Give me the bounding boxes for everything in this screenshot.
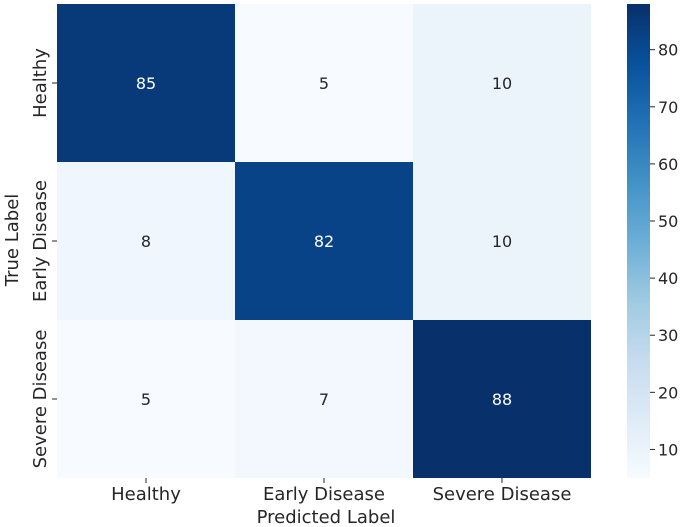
- heatmap-cell-r0-c0: [57, 4, 235, 162]
- cell-value-r1-c0: 8: [141, 232, 151, 251]
- x-tick-label: Severe Disease: [433, 484, 572, 505]
- x-axis: Healthy Early Disease Severe Disease: [111, 478, 571, 505]
- colorbar-tick-label: 80: [658, 41, 678, 60]
- x-axis-label: Predicted Label: [257, 507, 396, 527]
- heatmap-cell-r2-c1: [235, 320, 413, 478]
- cell-value-r0-c0: 85: [136, 74, 156, 93]
- cell-value-r2-c1: 7: [319, 390, 329, 409]
- colorbar-tick-label: 40: [658, 269, 678, 288]
- y-axis-label: True Label: [2, 194, 23, 288]
- colorbar-tick-label: 30: [658, 326, 678, 345]
- cell-value-labels: 85 5 10 8 82 10 5 7 88: [136, 74, 512, 409]
- x-tick-label: Healthy: [111, 484, 181, 505]
- heatmap-cell-r1-c0: [57, 162, 235, 320]
- heatmap-cell-r2-c0: [57, 320, 235, 478]
- y-axis: Healthy Early Disease Severe Disease: [30, 48, 57, 469]
- colorbar-tick-label: 20: [658, 383, 678, 402]
- colorbar-tick-label: 70: [658, 98, 678, 117]
- y-tick-label: Severe Disease: [30, 330, 51, 469]
- cell-value-r2-c0: 5: [141, 390, 151, 409]
- cell-value-r0-c1: 5: [319, 74, 329, 93]
- y-tick-label: Early Disease: [30, 180, 51, 302]
- colorbar-ticks: 10 20 30 40 50 60 70 80: [650, 41, 678, 459]
- colorbar-gradient: [627, 4, 650, 478]
- heatmap-cell-r1-c2: [413, 162, 591, 320]
- cell-value-r1-c2: 10: [492, 232, 512, 251]
- x-tick-label: Early Disease: [263, 484, 385, 505]
- heatmap-cell-r0-c1: [235, 4, 413, 162]
- heatmap-cell-r1-c1: [235, 162, 413, 320]
- y-tick-label: Healthy: [30, 48, 51, 118]
- colorbar-tick-label: 60: [658, 155, 678, 174]
- heatmap-cells: [57, 4, 591, 478]
- cell-value-r2-c2: 88: [492, 390, 512, 409]
- colorbar: 10 20 30 40 50 60 70 80: [627, 4, 678, 478]
- heatmap-cell-r2-c2: [413, 320, 591, 478]
- colorbar-tick-label: 10: [658, 440, 678, 459]
- cell-value-r0-c2: 10: [492, 74, 512, 93]
- colorbar-tick-label: 50: [658, 212, 678, 231]
- heatmap-cell-r0-c2: [413, 4, 591, 162]
- cell-value-r1-c1: 82: [314, 232, 334, 251]
